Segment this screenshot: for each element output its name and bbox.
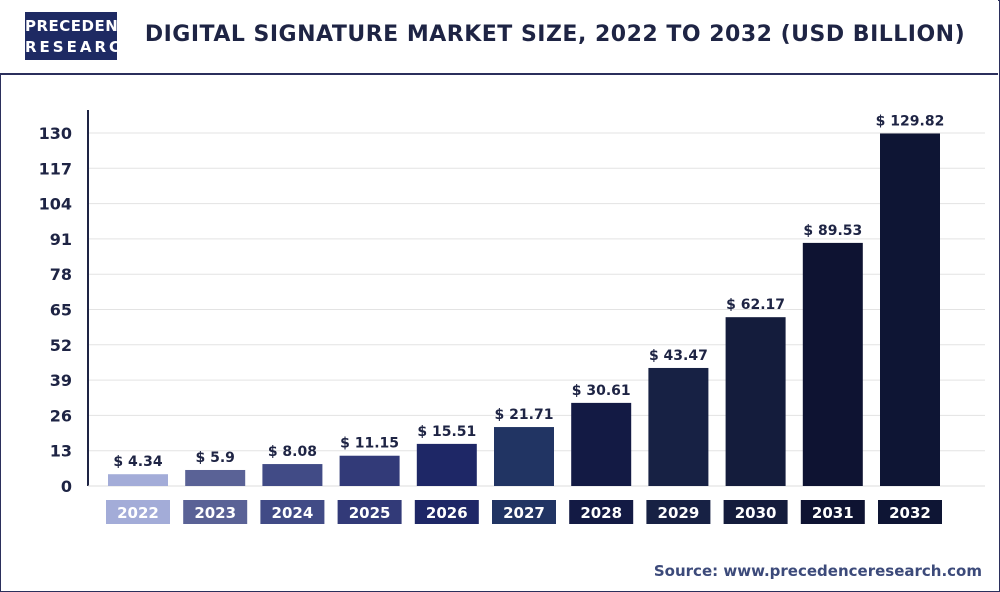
x-category-box-2027 — [492, 500, 556, 524]
x-tick-label: 2026 — [426, 504, 468, 522]
logo-line-1: PRECEDENCE — [25, 17, 141, 35]
y-tick-label: 0 — [61, 477, 72, 496]
y-tick-label: 117 — [39, 159, 72, 178]
x-tick-label: 2027 — [503, 504, 545, 522]
data-label-2024: $ 8.08 — [268, 444, 317, 460]
y-tick-label: 78 — [50, 265, 72, 284]
x-category-box-2023 — [183, 500, 248, 524]
x-category-box-2022 — [106, 500, 170, 524]
x-tick-label: 2030 — [735, 504, 777, 522]
x-category-box-2031 — [800, 500, 865, 524]
data-label-2023: $ 5.9 — [195, 450, 234, 466]
source-note: Source: www.precedenceresearch.com — [654, 562, 982, 580]
source-label: Source: — [653, 562, 719, 580]
y-tick-label: 52 — [50, 336, 72, 355]
x-tick-label: 2032 — [889, 504, 931, 522]
x-tick-label: 2028 — [580, 504, 622, 522]
data-label-2028: $ 30.61 — [572, 383, 631, 399]
data-label-2026: $ 15.51 — [417, 424, 476, 440]
bar-2030 — [725, 317, 786, 486]
bar-2022 — [108, 474, 168, 486]
bar-2028 — [571, 402, 632, 486]
chart-title: DIGITAL SIGNATURE MARKET SIZE, 2022 TO 2… — [144, 22, 966, 47]
y-tick-label: 39 — [50, 371, 72, 390]
bar-2024 — [262, 464, 323, 486]
data-label-2022: $ 4.34 — [113, 454, 162, 470]
bar-2029 — [648, 367, 709, 486]
bar-2023 — [185, 469, 246, 486]
x-category-box-2032 — [878, 500, 942, 524]
data-label-2030: $ 62.17 — [726, 297, 785, 313]
data-label-2031: $ 89.53 — [803, 223, 862, 239]
x-category-box-2025 — [337, 500, 402, 524]
x-tick-label: 2024 — [272, 504, 314, 522]
x-category-box-2024 — [260, 500, 325, 524]
data-label-2029: $ 43.47 — [649, 348, 708, 364]
bar-2031 — [802, 242, 863, 486]
header: PRECEDENCE RESEARCH DIGITAL SIGNATURE MA… — [0, 0, 998, 75]
x-category-box-2026 — [414, 500, 479, 524]
y-tick-label: 104 — [39, 195, 72, 214]
x-tick-label: 2029 — [658, 504, 700, 522]
x-tick-label: 2025 — [349, 504, 391, 522]
bars: $ 4.34 2022 $ 5.9 2023 $ 8.08 2024 $ 11.15 2025… — [106, 113, 944, 524]
data-label-2025: $ 11.15 — [340, 436, 399, 452]
y-tick-label: 26 — [50, 406, 72, 425]
bar-chart: 0 13 26 39 52 65 78 91 104 117 130 $ 4.34 2022 $ 5.9… — [39, 110, 985, 524]
logo-line-2: RESEARCH — [25, 38, 139, 56]
x-tick-label: 2022 — [117, 504, 159, 522]
bar-2027 — [494, 427, 554, 486]
x-tick-label: 2023 — [194, 504, 236, 522]
source-url: www.precedenceresearch.com — [723, 562, 982, 580]
bar-2032 — [880, 133, 940, 486]
bar-2025 — [339, 455, 400, 486]
y-tick-label: 13 — [50, 442, 72, 461]
data-label-2027: $ 21.71 — [495, 407, 554, 423]
y-tick-label: 65 — [50, 301, 72, 320]
x-tick-label: 2031 — [812, 504, 854, 522]
bar-2026 — [416, 443, 477, 486]
precedence-research-logo: PRECEDENCE RESEARCH — [25, 12, 141, 60]
x-category-box-2028 — [569, 500, 634, 524]
data-label-2032: $ 129.82 — [876, 113, 945, 129]
y-tick-label: 130 — [39, 124, 72, 143]
x-category-box-2029 — [646, 500, 711, 524]
x-category-box-2030 — [723, 500, 788, 524]
y-tick-label: 91 — [50, 230, 72, 249]
